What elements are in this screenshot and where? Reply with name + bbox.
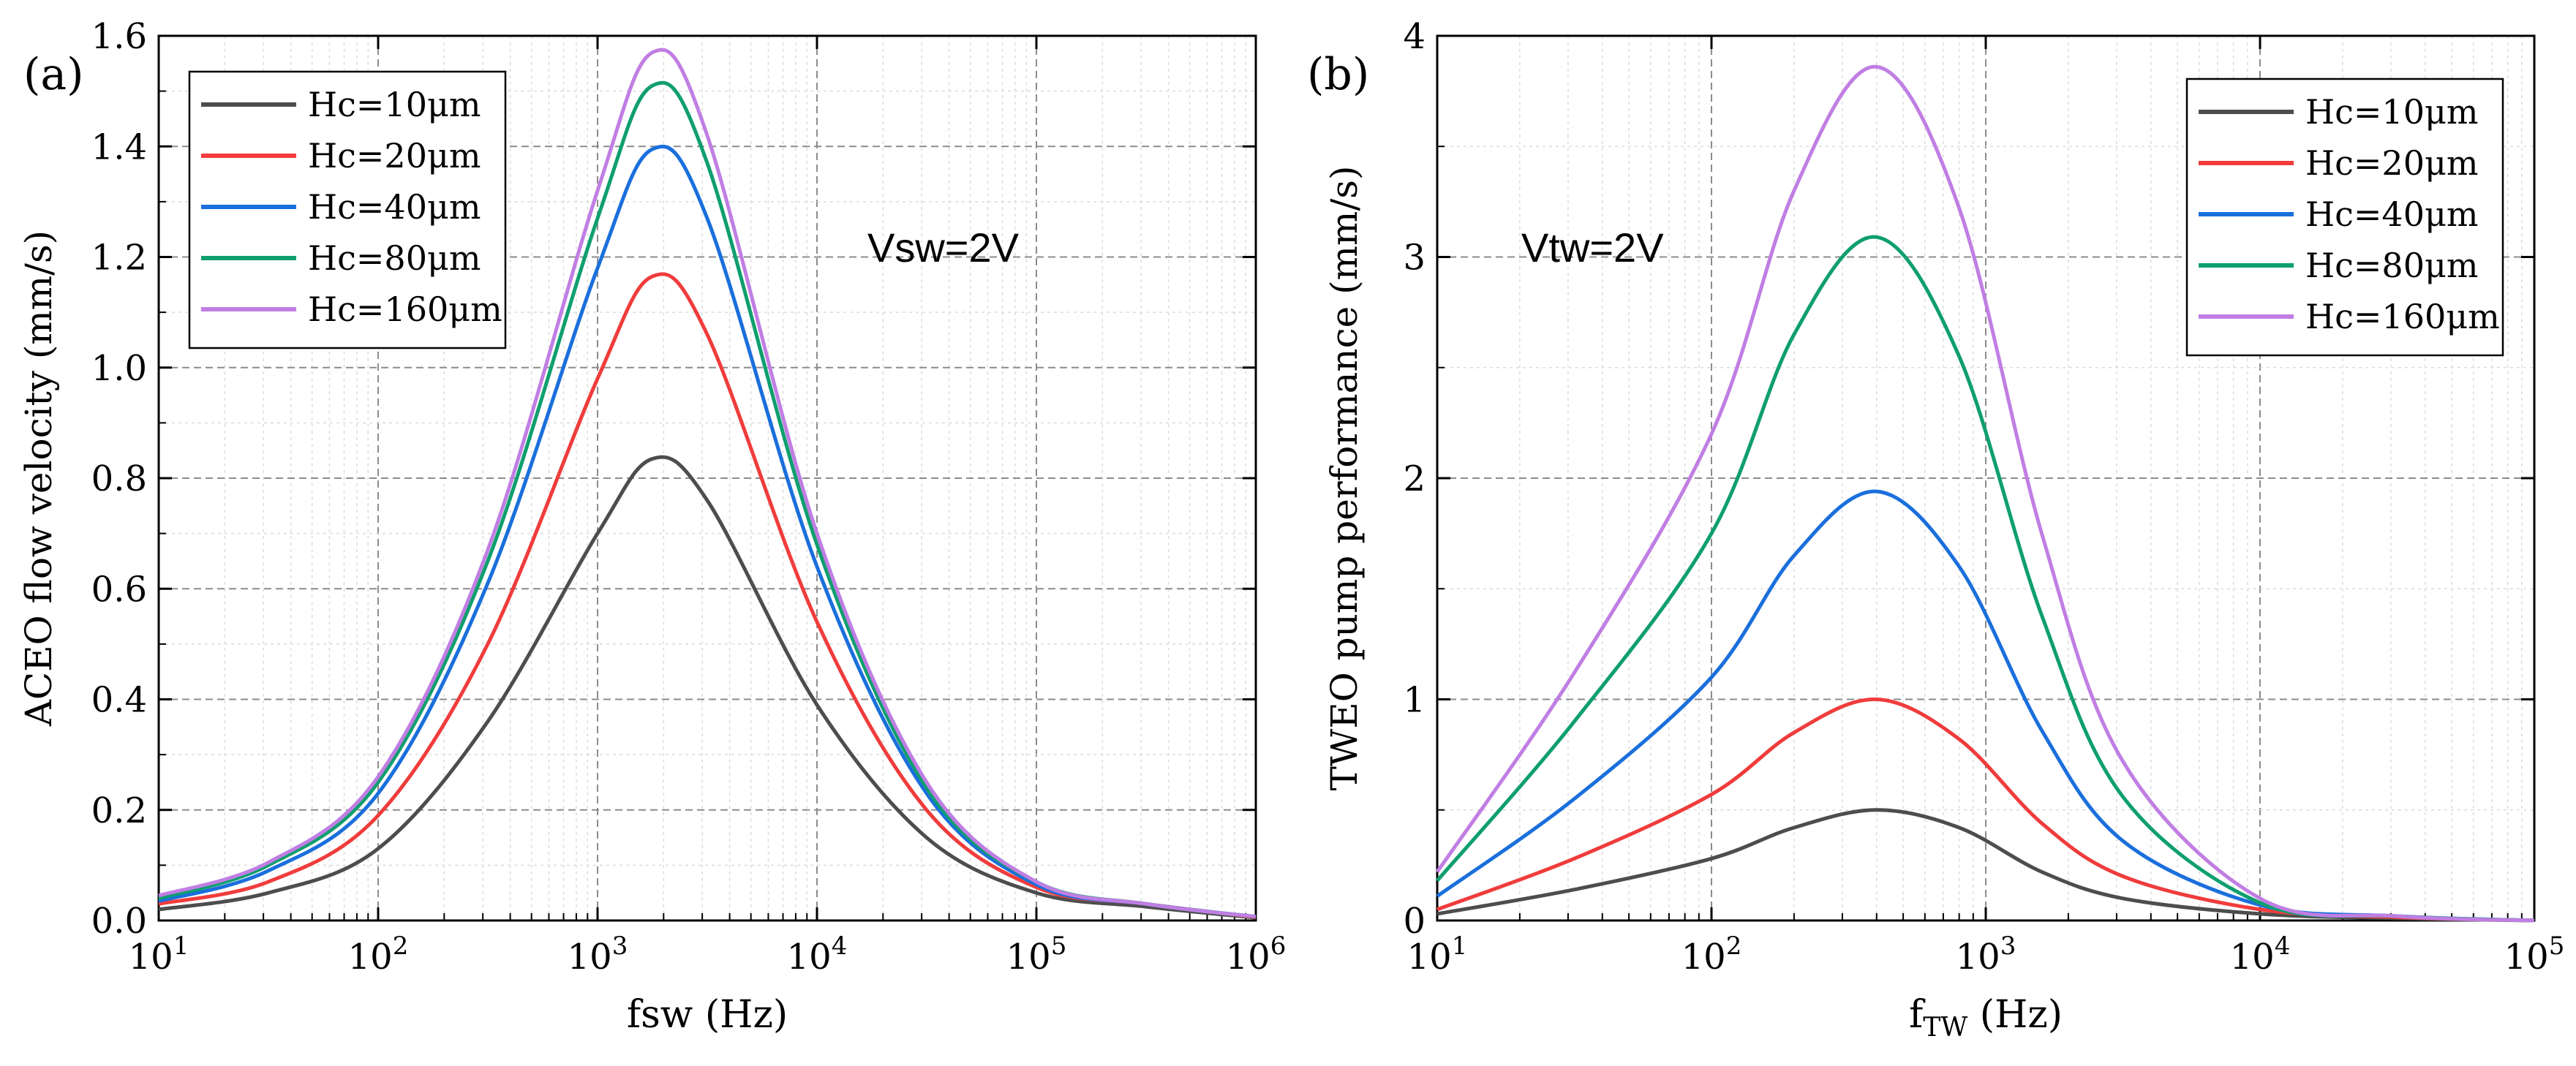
series-line-Hc=160μm — [1435, 64, 2535, 923]
x-tick-label: 102 — [1681, 931, 1742, 978]
legend-label: Hc=40μm — [308, 187, 481, 227]
legend-label: Hc=80μm — [308, 238, 481, 278]
x-axis-label-b-unit: (Hz) — [1967, 993, 2063, 1037]
y-tick-label: 2 — [1403, 458, 1426, 499]
grid-b — [1437, 36, 2534, 921]
panel-label-a: (a) — [23, 49, 84, 100]
legend-b: Hc=10μm Hc=20μm Hc=40μm Hc=80μm Hc=160μm — [2185, 78, 2504, 357]
y-tick-label: 0 — [1403, 901, 1426, 942]
y-tick-label: 0.8 — [91, 458, 147, 499]
x-tick-label: 102 — [348, 931, 409, 978]
y-tick-label: 3 — [1403, 238, 1426, 279]
legend-label: Hc=80μm — [2305, 246, 2478, 285]
legend-label: Hc=20μm — [308, 136, 481, 175]
legend-box-a — [188, 70, 507, 349]
legend-label: Hc=10μm — [2305, 92, 2478, 132]
series-line-Hc=20μm — [158, 272, 1257, 919]
series-line-Hc=40μm — [158, 144, 1257, 919]
legend-label: Hc=10μm — [308, 85, 481, 124]
series-lines-a — [158, 48, 1257, 920]
legend-label: Hc=20μm — [2305, 143, 2478, 183]
y-tick-label: 0.2 — [91, 790, 147, 831]
ticks-b: 101 102 103 104 105 0 1 2 3 4 — [1403, 16, 2564, 978]
series-line-Hc=160μm — [158, 48, 1257, 919]
ticks-a: 101 102 103 104 105 106 0.0 0.2 0.4 0.6 0.8 1.0 1.2 1… — [91, 16, 1287, 978]
x-tick-label: 101 — [1407, 931, 1468, 978]
legend-label: Hc=160μm — [308, 290, 502, 329]
y-tick-label: 0.6 — [91, 569, 147, 610]
series-line-Hc=10μm — [158, 455, 1257, 920]
x-tick-label: 105 — [2504, 931, 2565, 978]
y-tick-label: 0.4 — [91, 680, 147, 721]
legend-items-a: Hc=10μm Hc=20μm Hc=40μm Hc=80μm Hc=160μm — [201, 85, 502, 329]
y-tick-label: 1.2 — [91, 238, 147, 279]
y-tick-label: 1.6 — [91, 16, 147, 57]
series-line-Hc=80μm — [1436, 235, 2535, 923]
y-axis-label-b: TWEO pump performance (mm/s) — [1323, 166, 1366, 791]
annotation-b: Vtw=2V — [1521, 224, 1664, 271]
legend-a: Hc=10μm Hc=20μm Hc=40μm Hc=80μm Hc=160μm — [188, 70, 507, 349]
legend-label: Hc=40μm — [2305, 194, 2478, 234]
x-tick-label: 103 — [568, 931, 628, 978]
panel-b: 101 102 103 104 105 0 1 2 3 4 (b) TWEO pump perfo… — [1307, 16, 2564, 1043]
y-tick-label: 1 — [1403, 680, 1426, 721]
x-tick-label: 104 — [787, 931, 848, 978]
series-lines-b — [1435, 64, 2535, 923]
panel-a: 101 102 103 104 105 106 0.0 0.2 0.4 0.6 0.8 1.0 1.2 1… — [18, 16, 1286, 1037]
x-axis-label-b: fTW (Hz) — [1909, 993, 2063, 1043]
x-axis-label-a: fsw (Hz) — [627, 993, 788, 1037]
x-tick-label: 101 — [129, 931, 189, 978]
x-tick-label: 106 — [1226, 931, 1287, 978]
panel-label-b: (b) — [1307, 49, 1369, 100]
legend-label: Hc=160μm — [2305, 297, 2500, 336]
x-tick-label: 103 — [1956, 931, 2016, 978]
y-tick-label: 1.0 — [91, 348, 147, 389]
x-axis-label-b-sub: TW — [1923, 1013, 1967, 1043]
annotation-a: Vsw=2V — [867, 224, 1020, 271]
x-tick-label: 104 — [2230, 931, 2291, 978]
y-tick-label: 4 — [1403, 16, 1426, 57]
legend-items-b: Hc=10μm Hc=20μm Hc=40μm Hc=80μm Hc=160μm — [2199, 92, 2500, 336]
x-tick-label: 105 — [1006, 931, 1067, 978]
y-tick-label: 1.4 — [91, 126, 147, 167]
y-tick-label: 0.0 — [91, 901, 147, 942]
x-axis-label-b-main: f — [1909, 993, 1926, 1037]
legend-box-b — [2185, 78, 2504, 357]
y-axis-label-a: ACEO flow velocity (mm/s) — [18, 230, 60, 727]
